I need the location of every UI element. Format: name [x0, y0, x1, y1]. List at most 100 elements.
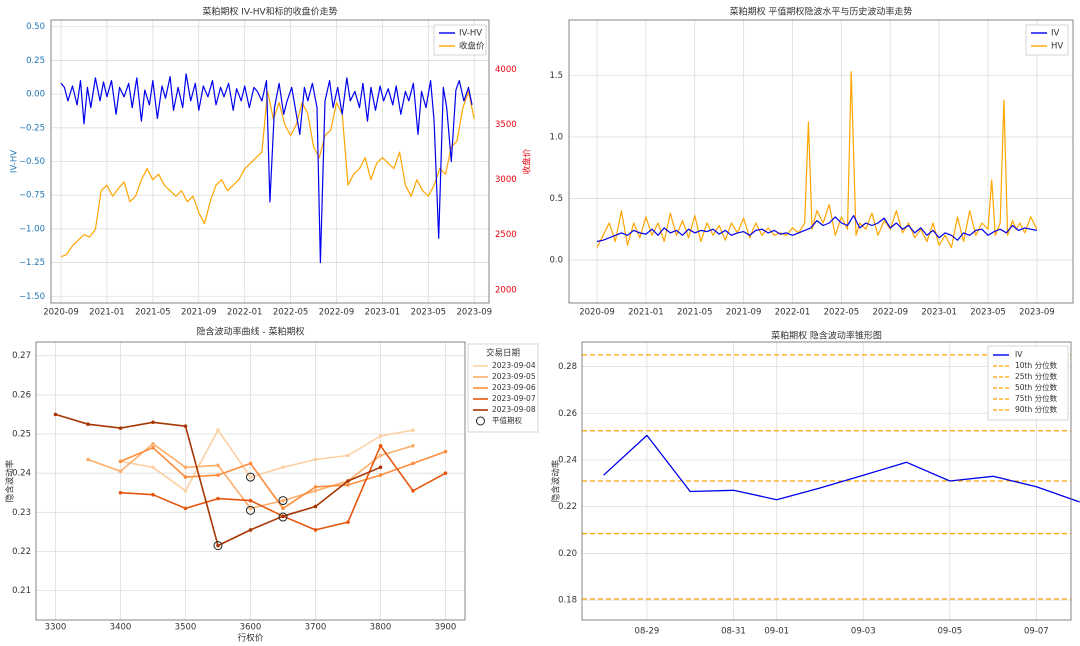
c3-point-2023-09-04 [248, 475, 253, 479]
c3-point-2023-09-07 [443, 471, 448, 475]
c1-series-ivhv-line [60, 73, 473, 264]
c1-xtick-label: 2021-01 [89, 308, 125, 318]
c3-point-2023-09-05 [183, 465, 188, 470]
c3-point-2023-09-04 [346, 453, 350, 458]
c3-ytick-label: 0.27 [12, 351, 31, 361]
c3-point-2023-09-06 [443, 449, 448, 454]
c3-legend-label: 2023-09-07 [492, 394, 536, 403]
c4-xtick-label: 09-01 [764, 627, 789, 637]
c3-point-2023-09-05 [411, 443, 415, 448]
c3-point-2023-09-04 [281, 465, 285, 470]
c4-ytick-label: 0.20 [558, 549, 577, 559]
c1-xtick-label: 2020-09 [43, 308, 79, 318]
c3-point-2023-09-05 [86, 457, 90, 462]
c3-point-2023-09-08 [151, 420, 155, 425]
c4-ytick-label: 0.22 [558, 502, 577, 512]
c4-legend-label-iv: IV [1015, 350, 1023, 359]
c1-xtick-label: 2023-01 [365, 308, 401, 318]
c3-point-2023-09-06 [248, 461, 253, 466]
c3-legend-swatch-atm [476, 416, 485, 426]
c1-ytick-label: −0.25 [19, 123, 45, 133]
c1-xtick-label: 2022-09 [319, 308, 355, 318]
c2-ytick-label: 0.5 [549, 194, 563, 204]
c3-point-2023-09-05 [151, 442, 155, 446]
c3-legend-title: 交易日期 [486, 348, 520, 359]
c3-point-2023-09-08 [183, 424, 188, 428]
c3-point-2023-09-07 [183, 506, 188, 511]
c3-point-2023-09-04 [313, 457, 318, 462]
c1-xtick-label: 2023-09 [457, 308, 493, 318]
c3-atm-marker [246, 505, 255, 515]
c4-ytick-label: 0.28 [558, 362, 577, 372]
c3-point-2023-09-06 [281, 506, 285, 511]
c3-xtick-label: 3900 [435, 623, 457, 633]
c2-xtick-label: 2023-01 [921, 308, 957, 318]
c1-xtick-label: 2022-05 [273, 308, 309, 318]
c3-legend-label: 2023-09-08 [492, 405, 536, 414]
c3-point-2023-09-08 [118, 426, 123, 430]
c3-ytick-label: 0.26 [12, 390, 31, 400]
c1-ytick-right-label: 2000 [495, 285, 517, 295]
c3-point-2023-09-06 [411, 461, 415, 466]
c2-ytick-label: 0.0 [549, 255, 563, 265]
c1-title: 菜粕期权 IV-HV和标的收盘价走势 [202, 6, 337, 18]
c1-ytick-label: −0.50 [19, 157, 45, 167]
c3-point-2023-09-04 [216, 428, 220, 432]
c2-xtick-label: 2021-01 [628, 308, 664, 318]
c3-ytick-label: 0.24 [12, 469, 31, 479]
c4-ytick-label: 0.26 [558, 409, 577, 419]
c3-atm-marker [213, 541, 223, 551]
c3-xtick-label: 3600 [240, 623, 262, 633]
c3-point-2023-09-07 [151, 492, 155, 497]
c3-point-2023-09-08 [378, 465, 383, 470]
c3-point-2023-09-04 [378, 434, 383, 438]
c3-point-2023-09-08 [53, 412, 58, 417]
c3-point-2023-09-08 [281, 514, 285, 519]
c3-point-2023-09-07 [313, 528, 318, 532]
c3-point-2023-09-05 [281, 498, 285, 503]
c1-ytick-label: 0.50 [26, 22, 45, 32]
c3-xtick-label: 3800 [370, 623, 392, 633]
c3-point-2023-09-07 [346, 520, 350, 524]
c3-xlabel: 行权价 [238, 633, 264, 644]
c3-point-2023-09-04 [183, 488, 188, 493]
c3-point-2023-09-06 [118, 459, 123, 464]
c3-point-2023-09-07 [411, 488, 415, 493]
c1-xtick-label: 2023-05 [411, 308, 447, 318]
c3-point-2023-09-07 [216, 496, 220, 501]
c4-legend-label-percentile: 25th 分位数 [1015, 371, 1058, 381]
c3-legend-label-atm: 平值期权 [492, 415, 522, 425]
c2-title: 菜粕期权 平值期权隐波水平与历史波动率走势 [730, 6, 913, 18]
c1-ytick-label: 0.00 [26, 90, 45, 100]
c3-ytick-label: 0.23 [12, 508, 31, 518]
c3-frame [35, 341, 466, 621]
c1-ytick-right-label: 4000 [495, 65, 517, 75]
c2-legend-label-iv: IV [1051, 29, 1060, 39]
c3-point-2023-09-07 [378, 443, 383, 448]
c4-legend-label-percentile: 75th 分位数 [1015, 393, 1058, 403]
c2-xtick-label: 2023-09 [1019, 308, 1055, 318]
c4-ytick-label: 0.18 [558, 596, 577, 606]
c3-point-2023-09-06 [313, 485, 318, 489]
c3-point-2023-09-06 [346, 483, 350, 487]
c3-point-2023-09-05 [378, 453, 383, 458]
c3-point-2023-09-05 [248, 506, 253, 511]
c1-frame [50, 19, 490, 304]
c1-ytick-label: −1.50 [19, 292, 45, 302]
c2-ytick-label: 1.5 [549, 71, 563, 81]
c4-legend-label-percentile: 10th 分位数 [1015, 360, 1058, 370]
c1-ytick-label: −0.75 [19, 191, 45, 201]
c2-xtick-label: 2022-09 [873, 308, 909, 318]
c4-title: 菜粕期权 隐含波动率锥形图 [771, 330, 882, 342]
c1-ytick-right-label: 3500 [495, 120, 517, 130]
c1-legend-label-close: 收盘价 [459, 41, 485, 52]
c3-legend-label: 2023-09-05 [492, 372, 536, 381]
c1-series-close-line [60, 90, 475, 258]
c1-xtick-label: 2021-05 [135, 308, 171, 318]
c1-ytick-label: 0.25 [26, 56, 45, 66]
c4-ytick-label: 0.24 [558, 455, 577, 465]
c3-point-2023-09-08 [86, 422, 90, 427]
c3-point-2023-09-08 [313, 504, 318, 509]
c1-legend-box [433, 24, 487, 56]
